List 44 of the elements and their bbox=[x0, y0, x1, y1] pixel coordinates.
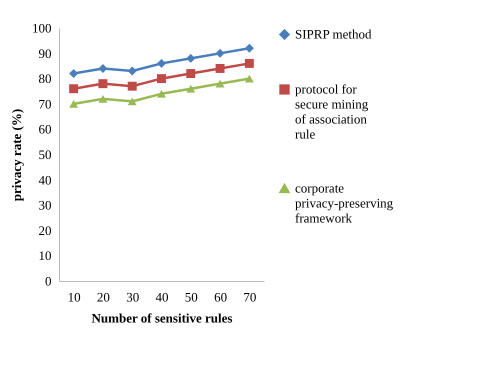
legend-label: SIPRP method bbox=[295, 26, 372, 42]
point bbox=[157, 58, 166, 68]
point bbox=[128, 97, 137, 106]
x-tick-label: 70 bbox=[243, 290, 256, 304]
y-tick-label: 70 bbox=[38, 96, 52, 112]
x-tick-label: 50 bbox=[184, 290, 198, 304]
y-tick-label: 50 bbox=[38, 147, 52, 162]
point bbox=[244, 58, 254, 68]
y-tick-label: 100 bbox=[32, 20, 52, 36]
point bbox=[98, 64, 108, 73]
point bbox=[157, 90, 166, 98]
x-tick-label: 20 bbox=[96, 290, 110, 304]
x-axis-title: Number of sensitive rules bbox=[92, 310, 232, 326]
y-tick-label: 80 bbox=[38, 71, 52, 86]
point bbox=[98, 94, 108, 103]
point bbox=[186, 54, 196, 63]
legend-label: protocol for secure mining of association rule bbox=[295, 82, 369, 142]
point bbox=[186, 84, 196, 93]
x-tick-label: 40 bbox=[156, 290, 168, 304]
point bbox=[216, 80, 225, 88]
point bbox=[186, 69, 196, 78]
point bbox=[98, 79, 108, 88]
y-tick-label: 30 bbox=[38, 198, 52, 213]
y-tick-label: 90 bbox=[38, 46, 52, 61]
point bbox=[244, 74, 254, 82]
y-tick-label: 60 bbox=[38, 122, 52, 137]
point bbox=[69, 69, 78, 78]
y-tick-label: 0 bbox=[45, 274, 52, 288]
point bbox=[216, 64, 225, 73]
y-axis-title: privacy rate (%) bbox=[9, 108, 24, 202]
legend-label: corporate privacy-preserving framework bbox=[295, 180, 394, 226]
point bbox=[216, 48, 225, 58]
y-tick-label: 20 bbox=[38, 222, 52, 238]
y-tick-label: 40 bbox=[38, 172, 52, 188]
point bbox=[244, 44, 254, 53]
point bbox=[128, 82, 137, 91]
x-tick-label: 30 bbox=[126, 290, 140, 304]
x-tick-label: 60 bbox=[214, 290, 228, 304]
point bbox=[157, 74, 166, 84]
point bbox=[69, 84, 78, 94]
x-tick-label: 10 bbox=[68, 290, 81, 304]
point bbox=[69, 100, 78, 108]
point bbox=[128, 66, 137, 76]
y-tick-label: 10 bbox=[38, 248, 52, 264]
